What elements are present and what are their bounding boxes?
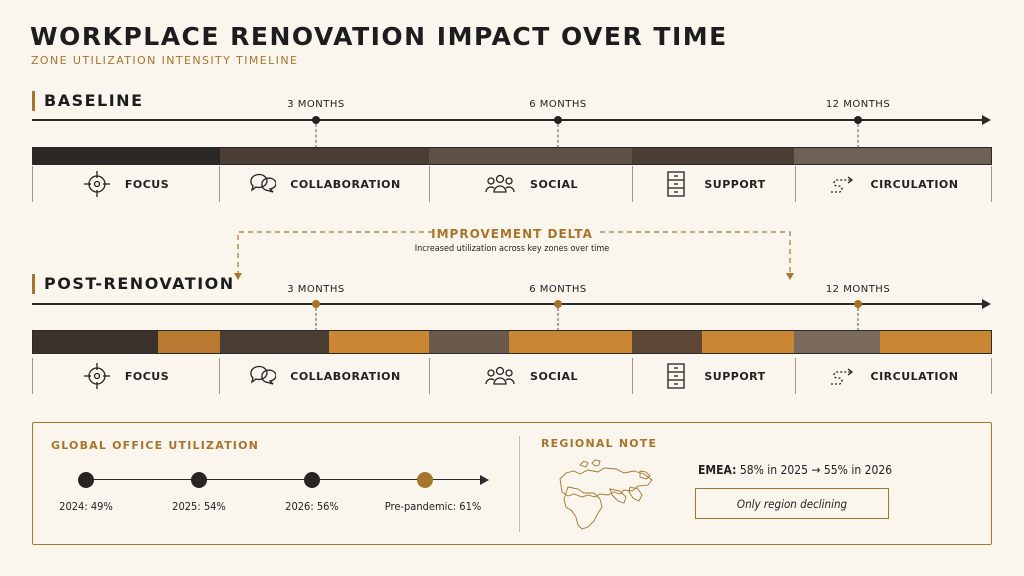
chat-bubbles-icon	[250, 365, 277, 385]
post-bar-social-base	[429, 331, 509, 353]
chat-bubbles-icon	[250, 173, 277, 193]
global-label-2026: 2026: 56%	[285, 500, 339, 513]
baseline-tick-3m: 3 MONTHS	[287, 99, 345, 110]
post-bar-collaboration-gain	[329, 331, 430, 353]
zone-label-circulation: CIRCULATION	[870, 177, 959, 191]
baseline-zone-circulation: CIRCULATION	[795, 166, 992, 202]
post-tick-6m: 6 MONTHS	[529, 284, 587, 295]
page-title: WORKPLACE RENOVATION IMPACT OVER TIME	[30, 22, 728, 51]
global-point-2024	[78, 472, 94, 488]
baseline-tick-6m: 6 MONTHS	[529, 99, 587, 110]
delta-subtitle: Increased utilization across key zones o…	[414, 244, 610, 254]
emea-text: 58% in 2025 → 55% in 2026	[736, 463, 893, 477]
post-zone-row: FOCUS COLLABORATION SOCIAL SUPPORT	[32, 358, 992, 394]
utilization-panel	[32, 422, 992, 545]
baseline-zone-collaboration: COLLABORATION	[219, 166, 429, 202]
post-marker-3m	[312, 300, 320, 308]
baseline-marker-6m	[554, 116, 562, 124]
post-connector-6m	[557, 308, 559, 331]
path-arrow-icon	[830, 176, 853, 193]
baseline-connector-6m	[557, 124, 559, 148]
baseline-bar-circulation	[794, 148, 991, 164]
post-zone-collaboration: COLLABORATION	[219, 358, 429, 394]
post-marker-12m	[854, 300, 862, 308]
zone-label-focus: FOCUS	[124, 369, 170, 383]
post-axis-arrow	[982, 299, 991, 309]
regional-note-title: REGIONAL NOTE	[541, 437, 658, 450]
global-point-2025	[191, 472, 207, 488]
regional-note-box: Only region declining	[695, 488, 889, 519]
baseline-zone-row: FOCUS COLLABORATION SOCIAL SUPPORT	[32, 166, 992, 202]
emea-map-icon	[559, 459, 653, 530]
baseline-zone-focus: FOCUS	[32, 166, 219, 202]
post-connector-3m	[315, 308, 317, 331]
zone-label-social: SOCIAL	[530, 369, 578, 383]
filing-cabinet-icon	[667, 171, 685, 197]
page-subtitle: ZONE UTILIZATION INTENSITY TIMELINE	[31, 54, 299, 67]
post-bar-circulation-base	[794, 331, 881, 353]
post-bar-focus-gain	[157, 331, 220, 353]
global-label-2025: 2025: 54%	[172, 500, 226, 513]
baseline-marker-12m	[854, 116, 862, 124]
path-arrow-icon	[830, 368, 853, 385]
filing-cabinet-icon	[667, 363, 685, 389]
crosshair-icon	[83, 171, 110, 197]
regional-note-text: Only region declining	[736, 496, 848, 511]
post-bar-focus-base	[33, 331, 158, 353]
zone-label-collaboration: COLLABORATION	[290, 177, 401, 191]
baseline-label: BASELINE	[32, 91, 144, 111]
zone-label-support: SUPPORT	[704, 369, 766, 383]
zone-label-focus: FOCUS	[124, 177, 170, 191]
baseline-bar-collaboration	[219, 148, 430, 164]
people-group-icon	[485, 174, 515, 193]
post-bar-support-gain	[701, 331, 795, 353]
zone-label-collaboration: COLLABORATION	[290, 369, 401, 383]
crosshair-icon	[83, 363, 110, 389]
post-bar-collaboration-base	[219, 331, 330, 353]
post-renovation-label: POST-RENOVATION	[32, 274, 235, 294]
baseline-connector-12m	[857, 124, 859, 148]
baseline-bar-support	[631, 148, 795, 164]
baseline-bar-social	[429, 148, 632, 164]
post-zone-focus: FOCUS	[32, 358, 219, 394]
baseline-zone-social: SOCIAL	[429, 166, 632, 202]
global-point-2026	[304, 472, 320, 488]
delta-title: IMPROVEMENT DELTA	[431, 227, 593, 241]
global-utilization-title: GLOBAL OFFICE UTILIZATION	[51, 439, 260, 452]
emea-stat: EMEA: 58% in 2025 → 55% in 2026	[698, 463, 892, 477]
post-bar-circulation-gain	[880, 331, 992, 353]
post-bar-support-base	[631, 331, 702, 353]
baseline-bar-focus	[33, 148, 220, 164]
post-zone-support: SUPPORT	[632, 358, 795, 394]
post-marker-6m	[554, 300, 562, 308]
post-tick-12m: 12 MONTHS	[825, 284, 891, 295]
baseline-axis-arrow	[982, 115, 991, 125]
baseline-zone-support: SUPPORT	[632, 166, 795, 202]
global-point-pre-pandemic	[417, 472, 433, 488]
baseline-intensity-bar	[32, 147, 992, 165]
global-timeline-arrow	[480, 475, 489, 485]
panel-divider	[519, 436, 520, 532]
post-zone-social: SOCIAL	[429, 358, 632, 394]
baseline-connector-3m	[315, 124, 317, 148]
emea-prefix: EMEA:	[698, 463, 737, 477]
post-bar-social-gain	[509, 331, 632, 353]
baseline-axis	[32, 119, 982, 121]
global-timeline-line	[86, 479, 482, 481]
post-axis	[32, 303, 982, 305]
zone-label-support: SUPPORT	[704, 177, 766, 191]
global-label-pre-pandemic: Pre-pandemic: 61%	[384, 500, 482, 513]
post-intensity-bar	[32, 330, 992, 354]
zone-label-circulation: CIRCULATION	[870, 369, 959, 383]
post-zone-circulation: CIRCULATION	[795, 358, 992, 394]
zone-label-social: SOCIAL	[530, 177, 578, 191]
global-label-2024: 2024: 49%	[59, 500, 113, 513]
baseline-marker-3m	[312, 116, 320, 124]
baseline-tick-12m: 12 MONTHS	[825, 99, 891, 110]
people-group-icon	[485, 366, 515, 385]
post-tick-3m: 3 MONTHS	[287, 284, 345, 295]
post-connector-12m	[857, 308, 859, 331]
